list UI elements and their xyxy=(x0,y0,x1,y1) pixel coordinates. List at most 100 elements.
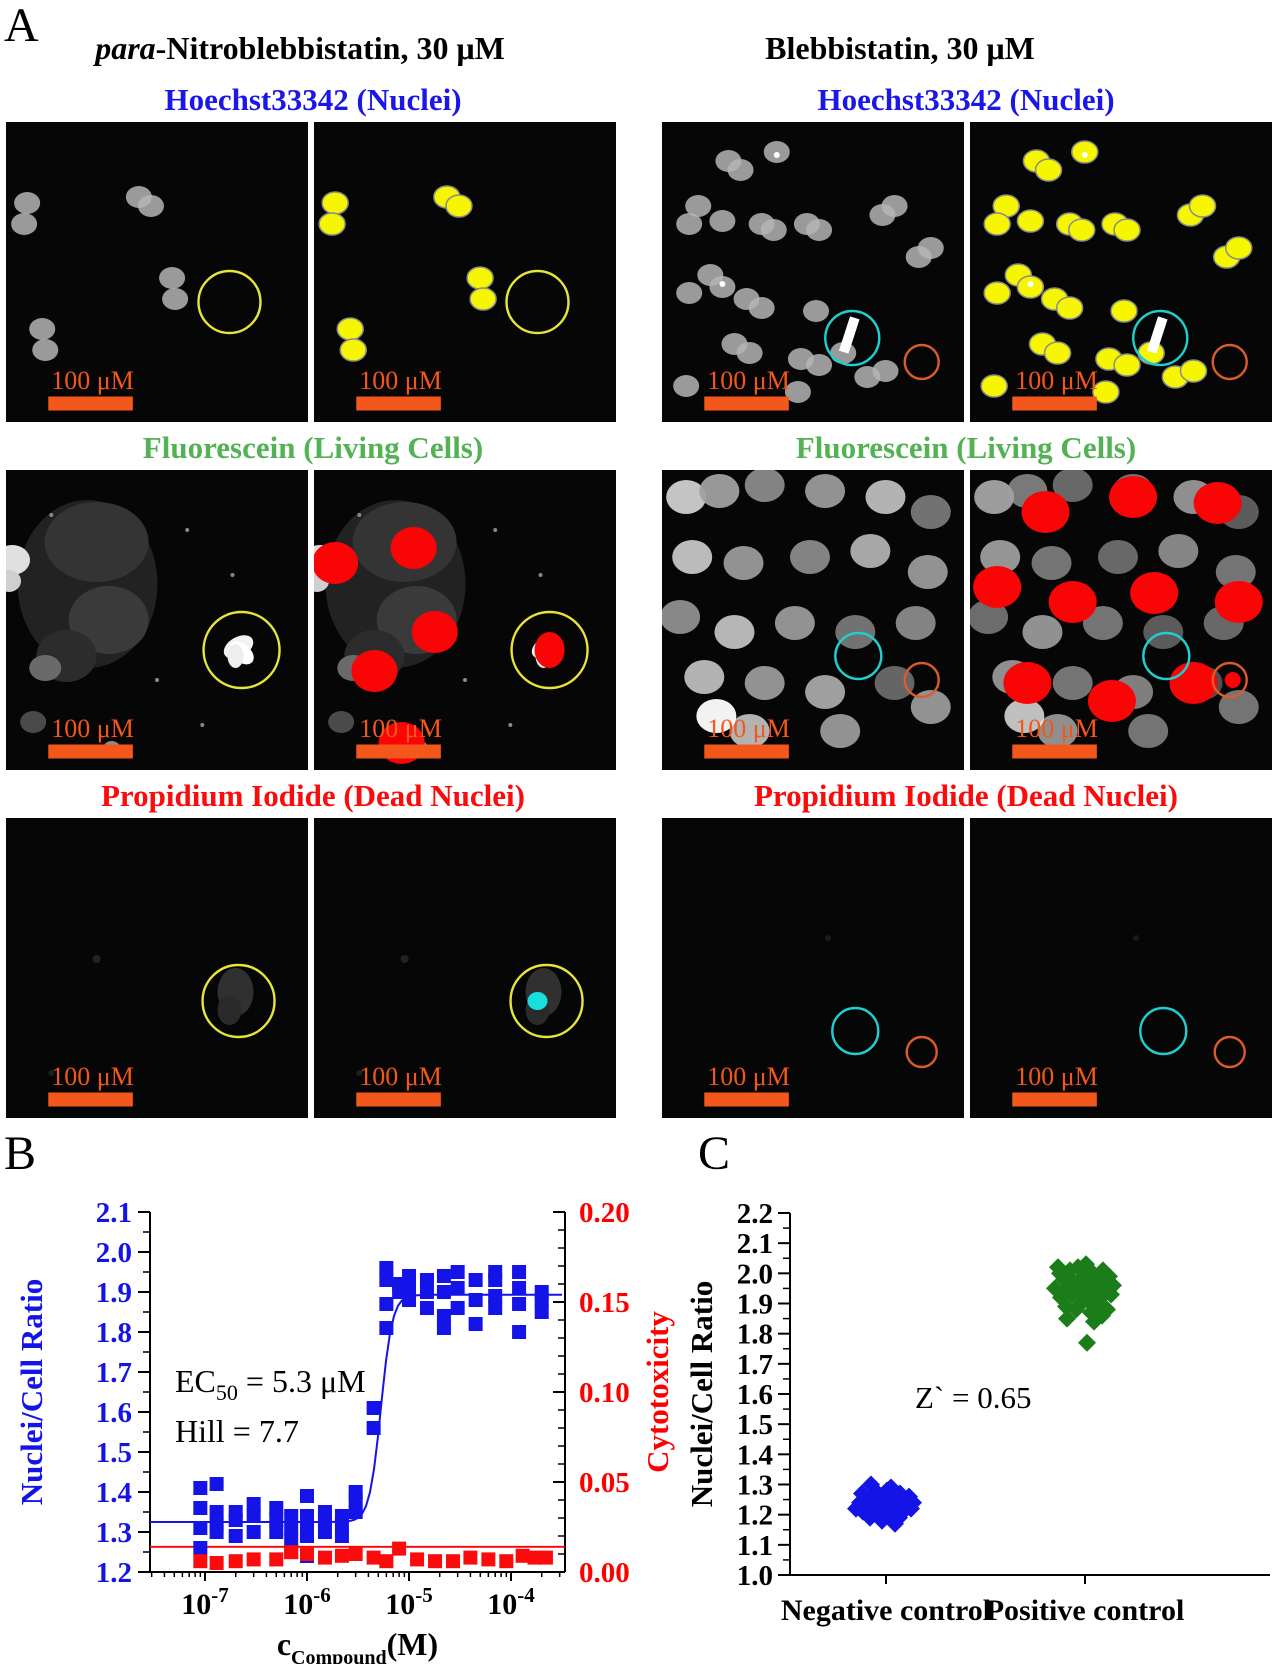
orange-annotation-circle xyxy=(1211,661,1248,699)
scale-bar-label: 100 μM xyxy=(359,1062,442,1091)
b-series-ratio xyxy=(193,1261,549,1563)
b-left-axis-title: Nuclei/Cell Ratio xyxy=(14,1279,49,1505)
scale-bar xyxy=(1012,1092,1097,1107)
scale-bar-label: 100 μM xyxy=(1015,1062,1098,1091)
yellow-annotation-circle xyxy=(505,269,570,335)
scale-bar-label: 100 μM xyxy=(707,714,790,743)
b-x-tick-label: 10-5 xyxy=(385,1583,433,1621)
micrograph-paranitro-hoechst-raw: 100 μM xyxy=(6,122,308,422)
panel-b-label: B xyxy=(4,1127,37,1180)
b-left-tick-label: 2.0 xyxy=(96,1237,132,1269)
scale-bar xyxy=(356,744,441,759)
yellow-annotation-circle xyxy=(197,269,262,335)
c-y-tick-label: 2.1 xyxy=(737,1228,773,1260)
b-left-tick-label: 1.2 xyxy=(96,1557,132,1589)
micrograph-paranitro-fluorescein-masked: 100 μM xyxy=(314,470,616,770)
scale-bar xyxy=(1012,396,1097,411)
b-series-cytotoxicity xyxy=(193,1541,553,1570)
b-x-axis-title: cCompound(M) xyxy=(277,1626,438,1664)
b-annotation-hill: Hill = 7.7 xyxy=(175,1413,299,1449)
b-x-tick-label: 10-7 xyxy=(181,1583,229,1621)
panel-c-label: C xyxy=(698,1127,731,1180)
c-y-tick-label: 1.5 xyxy=(737,1409,773,1441)
scale-bar-label: 100 μM xyxy=(1015,366,1098,395)
yellow-annotation-circle xyxy=(510,610,589,690)
scale-bar-label: 100 μM xyxy=(707,366,790,395)
compound-title-para-nitroblebbistatin: para-Nitroblebbistatin, 30 μM xyxy=(10,30,590,67)
c-y-tick-label: 1.6 xyxy=(737,1379,773,1411)
scale-bar xyxy=(704,1092,789,1107)
compound-title-italic-part: para xyxy=(95,30,156,66)
b-right-tick-label: 0.15 xyxy=(579,1287,630,1319)
c-y-tick-label: 1.2 xyxy=(737,1500,773,1532)
yellow-annotation-circle xyxy=(201,963,276,1039)
scale-bar-label: 100 μM xyxy=(707,1062,790,1091)
dose-response-plot: 2.1 2.0 1.9 1.8 1.7 1.6 1.5 1.4 1.3 1.2 0.20 0.15 0.… xyxy=(14,1197,675,1664)
c-y-tick-label: 1.8 xyxy=(737,1319,773,1351)
b-right-tick-label: 0.10 xyxy=(579,1377,630,1409)
b-right-tick-label: 0.00 xyxy=(579,1557,630,1589)
b-right-axis-title: Cytotoxicity xyxy=(640,1311,675,1473)
cyan-annotation-circle xyxy=(831,1006,880,1056)
orange-annotation-circle xyxy=(1213,1035,1246,1069)
b-left-tick-label: 1.4 xyxy=(96,1477,132,1509)
micrograph-paranitro-fluorescein-raw: 100 μM xyxy=(6,470,308,770)
stain-header-fluorescein-left: Fluorescein (Living Cells) xyxy=(142,430,484,465)
scale-bar-label: 100 μM xyxy=(1015,714,1098,743)
cyan-annotation-circle xyxy=(1139,1006,1188,1056)
b-left-tick-label: 2.1 xyxy=(96,1197,132,1229)
stain-header-propidium-right: Propidium Iodide (Dead Nuclei) xyxy=(754,778,1178,813)
scale-bar-label: 100 μM xyxy=(51,714,134,743)
orange-annotation-circle xyxy=(903,343,940,381)
scale-bar xyxy=(704,396,789,411)
scale-bar-label: 100 μM xyxy=(359,714,442,743)
b-right-tick-label: 0.05 xyxy=(579,1467,630,1499)
cyan-annotation-circle xyxy=(1142,631,1191,681)
c-series-positive xyxy=(1046,1255,1122,1352)
c-category-label: Positive control xyxy=(986,1594,1185,1627)
orange-annotation-circle xyxy=(903,661,940,699)
panel-a-label: A xyxy=(4,0,39,52)
compound-title-rest: Blebbistatin, 30 μM xyxy=(765,30,1035,66)
b-right-tick-label: 0.20 xyxy=(579,1197,630,1229)
scale-bar-label: 100 μM xyxy=(51,366,134,395)
compound-title-rest: -Nitroblebbistatin, 30 μM xyxy=(155,30,505,66)
micrograph-paranitro-hoechst-masked: 100 μM xyxy=(314,122,616,422)
scale-bar xyxy=(356,396,441,411)
micrograph-blebbistatin-fluorescein-masked: 100 μM xyxy=(970,470,1272,770)
scale-bar xyxy=(48,1092,133,1107)
controls-plot: 2.22.12.01.91.81.71.61.51.41.31.21.11.0N… xyxy=(684,1198,1270,1627)
scale-bar xyxy=(48,744,133,759)
b-annotation-ec50: EC50 = 5.3 μM xyxy=(175,1363,366,1405)
b-x-tick-label: 10-4 xyxy=(487,1583,535,1621)
stain-header-fluorescein-right: Fluorescein (Living Cells) xyxy=(795,430,1137,465)
stain-header-hoechst-right: Hoechst33342 (Nuclei) xyxy=(817,82,1115,117)
c-annotation-zprime: Z` = 0.65 xyxy=(915,1380,1032,1415)
micrograph-blebbistatin-hoechst-raw: 100 μM xyxy=(662,122,964,422)
scale-bar-label: 100 μM xyxy=(359,366,442,395)
b-left-tick-label: 1.6 xyxy=(96,1397,132,1429)
c-y-tick-label: 1.7 xyxy=(737,1349,773,1381)
micrograph-blebbistatin-fluorescein-raw: 100 μM xyxy=(662,470,964,770)
c-y-tick-label: 2.2 xyxy=(737,1198,773,1230)
compound-title-blebbistatin: Blebbistatin, 30 μM xyxy=(640,30,1160,67)
scale-bar xyxy=(356,1092,441,1107)
micrograph-blebbistatin-hoechst-masked: 100 μM xyxy=(970,122,1272,422)
scale-bar-label: 100 μM xyxy=(51,1062,134,1091)
cyan-annotation-circle xyxy=(834,631,883,681)
b-left-tick-label: 1.9 xyxy=(96,1277,132,1309)
c-y-tick-label: 2.0 xyxy=(737,1258,773,1290)
b-left-tick-label: 1.3 xyxy=(96,1517,132,1549)
cyan-annotation-circle xyxy=(824,309,881,367)
b-fit-curve xyxy=(150,1293,562,1523)
c-y-tick-label: 1.0 xyxy=(737,1560,773,1592)
b-left-tick-label: 1.8 xyxy=(96,1317,132,1349)
micrograph-paranitro-propidium-raw: 100 μM xyxy=(6,818,308,1118)
orange-annotation-circle xyxy=(1211,343,1248,381)
micrograph-blebbistatin-propidium-masked: 100 μM xyxy=(970,818,1272,1118)
c-y-tick-label: 1.9 xyxy=(737,1289,773,1321)
yellow-annotation-circle xyxy=(202,610,281,690)
stain-header-hoechst-left: Hoechst33342 (Nuclei) xyxy=(164,82,462,117)
c-y-tick-label: 1.3 xyxy=(737,1470,773,1502)
